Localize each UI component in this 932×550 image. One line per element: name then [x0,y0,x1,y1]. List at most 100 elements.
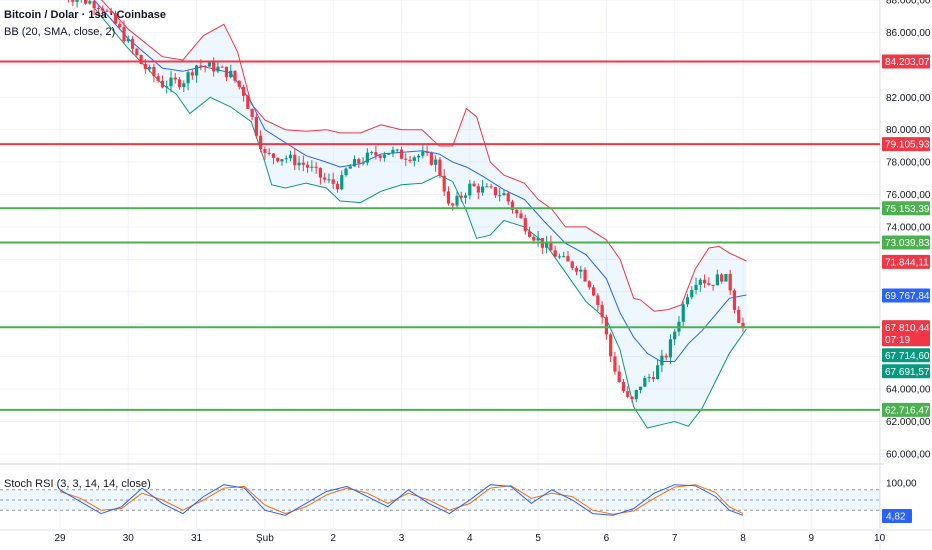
price-tag-bg[interactable] [882,364,930,379]
candle-body [434,159,438,165]
candle-body [186,72,190,84]
price-tick-label: 82.000,00 [886,93,931,104]
candle-body [737,309,741,323]
price-tag[interactable]: 67.691,57 [885,367,930,378]
candle-body [96,8,101,10]
candle-body [310,166,314,168]
candle-body [212,62,216,72]
price-tag[interactable]: 71.844,11 [885,257,929,268]
candle-body [656,365,660,380]
candle-body [143,64,147,70]
candle-body [720,274,724,282]
candle-body [318,167,322,178]
candle-body [165,86,169,88]
candle-body [297,162,301,166]
price-tick-label: 74.000,00 [886,222,931,233]
candle-body [711,284,715,286]
symbol-title: Bitcoin / Dolar · 1sa · Coinbase [4,9,166,21]
level-price-tag-bg[interactable] [882,137,930,152]
candle-body [305,164,310,168]
candle-body [267,152,271,154]
candle-body [331,179,335,184]
bb-indicator-label[interactable]: BB (20, SMA, close, 2) [4,26,116,38]
candle-body [673,331,677,340]
candle-body [387,152,391,155]
candle-body [566,256,570,262]
price-tag-bg[interactable] [882,348,930,363]
price-tick-label: 80.000,00 [886,125,931,136]
price-tag-bg[interactable] [882,288,930,303]
price-tag[interactable]: 69.767,84 [885,291,930,302]
price-tag-bg[interactable] [882,320,930,347]
candle-body [126,38,130,42]
level-price-tag[interactable]: 84.203,07 [885,57,930,68]
level-price-tag[interactable]: 75.153,39 [885,204,930,215]
level-price-tag-bg[interactable] [882,402,930,417]
candle-body [105,10,109,12]
stoch-rsi-pane [0,484,880,516]
candle-body [732,290,737,310]
time-axis[interactable]: 29 30 31 Şub 2 3 4 5 6 7 8 9 10 [0,529,932,544]
horizontal-levels[interactable] [0,60,880,411]
candle-body [254,116,258,136]
stoch-rsi-label[interactable]: Stoch RSI (3, 3, 14, 14, close) [4,478,151,490]
time-tick-label: 6 [604,533,610,544]
candle-body [173,77,177,80]
candle-body [182,83,186,87]
time-tick-label: Şub [256,533,274,544]
candle-body [451,203,455,206]
level-price-tag[interactable]: 62.716,47 [885,405,930,416]
candle-body [327,179,331,181]
candle-body [399,149,404,159]
candle-body [101,8,105,11]
candle-body [690,289,694,298]
candle-body [523,218,527,232]
time-tick-label: 3 [399,533,405,544]
price-tick-label: 64.000,00 [886,385,931,396]
candle-body [591,287,596,296]
level-price-tag-bg[interactable] [882,54,930,69]
candle-body [506,193,510,202]
candle-body [71,0,75,2]
grid [0,0,884,550]
level-price-tag-bg[interactable] [882,201,930,216]
candle-body [357,159,361,164]
price-tag[interactable]: 67.810,44 [885,323,930,334]
candle-body [562,256,566,258]
time-tick-label: 10 [874,533,886,544]
candle-body [638,386,643,391]
candle-body [604,317,608,335]
bb-fill [94,0,747,428]
candle-body [335,183,340,190]
candle-body [489,186,493,188]
candle-body [370,152,374,154]
level-price-tag-bg[interactable] [882,235,930,250]
candle-body [446,191,451,204]
candle-body [702,279,707,284]
price-tag-countdown[interactable]: 07:19 [885,335,910,346]
candle-body [233,70,237,81]
candle-body [421,151,425,156]
candle-body [570,261,574,268]
level-price-tag[interactable]: 73.039,83 [885,238,930,249]
price-axis[interactable]: 88.000,00 86.000,00 82.000,00 80.000,00 78.0… [882,0,931,523]
candle-body [634,390,638,400]
candle-body [195,65,199,76]
candle-body [617,371,621,383]
candle-body [229,70,233,78]
candle-body [485,186,489,188]
rsi-value-tag[interactable]: 4,82 [886,511,906,522]
rsi-value-tag-bg[interactable] [882,508,912,523]
candle-body [408,159,412,161]
candle-body [468,183,472,196]
candle-body [92,1,96,9]
candle-body [510,201,515,210]
price-tag-bg[interactable] [882,254,930,269]
candle-body [715,274,719,286]
candle-body [160,80,165,88]
level-price-tag[interactable]: 79.105,93 [885,140,930,151]
price-tag[interactable]: 67.714,60 [885,351,930,362]
candle-body [139,55,143,65]
candle-body [361,162,365,164]
